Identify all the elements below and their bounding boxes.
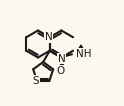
Text: O: O (57, 66, 65, 76)
Text: N: N (58, 54, 65, 63)
Text: N: N (45, 32, 53, 42)
Text: S: S (33, 76, 39, 86)
Text: NH: NH (76, 49, 91, 59)
